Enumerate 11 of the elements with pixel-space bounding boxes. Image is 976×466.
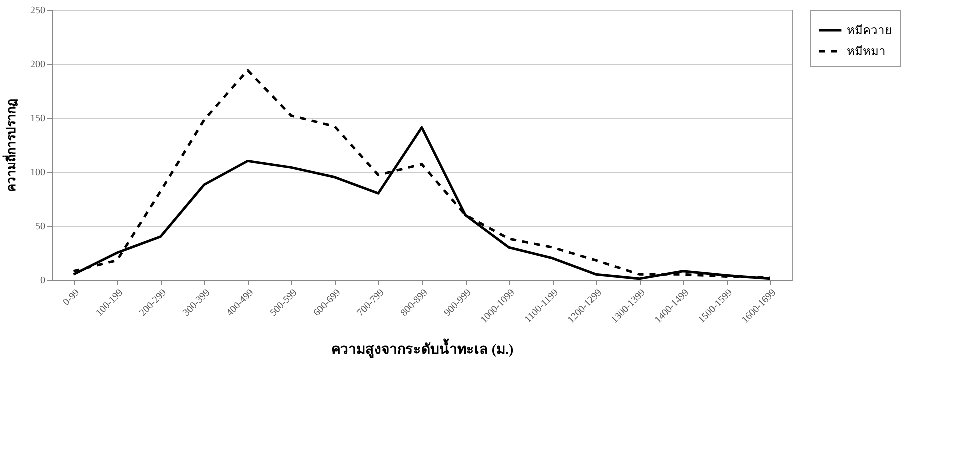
- legend-label: หมีควาย: [847, 24, 892, 38]
- y-axis-title: ความถี่การปรากฏ: [2, 99, 18, 192]
- y-tick-label: 0: [40, 276, 46, 286]
- y-tick-label: 250: [30, 6, 46, 16]
- y-tick-label: 50: [36, 222, 46, 232]
- y-tick-label: 150: [30, 114, 46, 124]
- x-axis-title: ความสูงจากระดับน้ำทะเล (ม.): [331, 338, 514, 358]
- y-tick-label: 100: [30, 168, 46, 178]
- legend-label: หมีหมา: [847, 44, 886, 58]
- y-tick-label: 200: [30, 60, 46, 70]
- x-tick-label: 0-99: [61, 288, 82, 308]
